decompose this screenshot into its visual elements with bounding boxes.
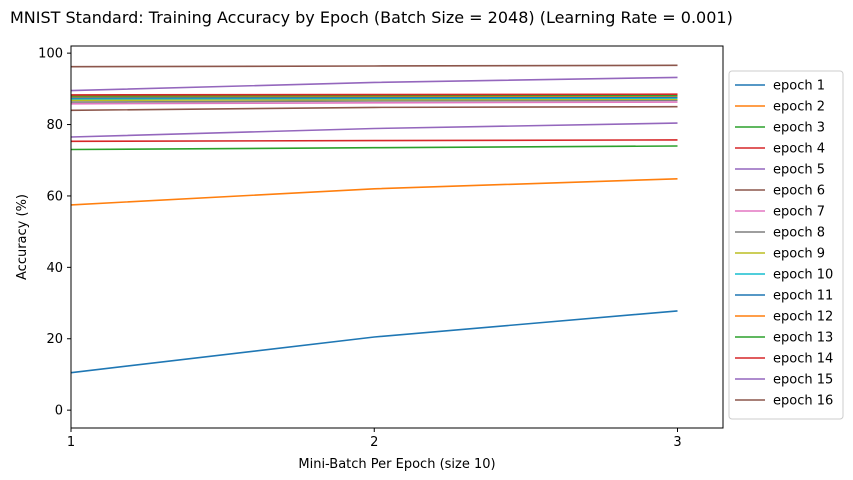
legend-box	[728, 70, 844, 420]
series-line-epoch-5	[70, 122, 678, 138]
series-line-epoch-14	[70, 93, 678, 96]
legend-label: epoch 4	[773, 142, 825, 157]
series-lines	[70, 64, 678, 374]
legend-label: epoch 3	[773, 121, 825, 136]
series-line-epoch-11	[70, 96, 678, 99]
series-line-epoch-9	[70, 98, 678, 102]
x-axis-label: Mini-Batch Per Epoch (size 10)	[298, 457, 495, 472]
y-tick-label: 100	[38, 47, 63, 62]
y-tick-label: 80	[46, 118, 63, 133]
series-line-epoch-7	[70, 101, 678, 105]
legend-label: epoch 14	[773, 352, 833, 367]
x-tick-label: 1	[67, 435, 75, 450]
legend-label: epoch 7	[773, 205, 825, 220]
y-axis-label: Accuracy (%)	[15, 194, 30, 280]
series-line-epoch-10	[70, 97, 678, 100]
legend-label: epoch 6	[773, 184, 825, 199]
legend-label: epoch 5	[773, 163, 825, 178]
chart-title: MNIST Standard: Training Accuracy by Epo…	[10, 8, 733, 27]
series-line-epoch-16	[70, 64, 678, 68]
axis-ticks: 1 2 3 0 20 40 60 80 100	[38, 47, 681, 450]
legend-label: epoch 16	[773, 394, 833, 409]
legend: epoch 1 epoch 2 epoch 3 epoch 4 epoch 5 epoch…	[728, 70, 844, 420]
legend-label: epoch 2	[773, 100, 825, 115]
y-tick-label: 20	[46, 332, 63, 347]
legend-label: epoch 13	[773, 331, 833, 346]
legend-label: epoch 11	[773, 289, 833, 304]
series-line-epoch-13	[70, 94, 678, 97]
y-tick-label: 40	[46, 261, 63, 276]
plot-frame	[70, 45, 724, 429]
series-line-epoch-1	[70, 310, 678, 374]
series-line-epoch-8	[70, 99, 678, 103]
series-line-epoch-2	[70, 178, 678, 206]
x-tick-label: 2	[370, 435, 378, 450]
legend-label: epoch 1	[773, 79, 825, 94]
legend-label: epoch 9	[773, 247, 825, 262]
legend-label: epoch 12	[773, 310, 833, 325]
legend-label: epoch 10	[773, 268, 833, 283]
series-line-epoch-15	[70, 76, 678, 92]
legend-label: epoch 8	[773, 226, 825, 241]
series-line-epoch-3	[70, 145, 678, 151]
y-tick-label: 0	[55, 404, 63, 419]
legend-label: epoch 15	[773, 373, 833, 388]
series-line-epoch-6	[70, 105, 678, 112]
y-tick-label: 60	[46, 189, 63, 204]
series-line-epoch-4	[70, 139, 678, 143]
x-tick-label: 3	[673, 435, 681, 450]
